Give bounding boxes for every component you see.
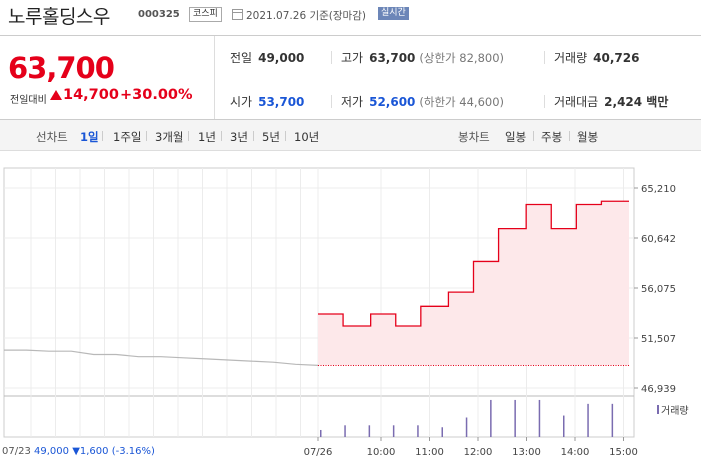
period-1y[interactable]: 1년 [198,130,216,144]
candle-daily[interactable]: 일봉 [505,130,527,144]
volume-bar [490,399,492,437]
prev-close-cell: 전일 49,000 [230,49,304,66]
change-amount: 14,700 [63,87,119,103]
volume-legend-label: 거래량 [661,405,689,417]
period-3m[interactable]: 3개월 [155,130,184,144]
volume-bar [344,425,346,437]
volume-bar [611,403,614,437]
as-of-date: 2021.07.26 기준(장마감) [246,10,366,22]
x-tick-label: 12:00 [464,447,493,458]
current-price: 63,700 [8,51,115,85]
divider [253,131,254,141]
quote-panel: 63,700 전일대비 14,700 +30.00% 전일 49,000 고가 63… [0,35,701,120]
divider [331,95,332,108]
change-label: 전일대비 [10,95,47,106]
low-label: 저가 [341,95,364,109]
x-tick-label: 11:00 [415,447,444,458]
divider [569,131,570,141]
volume-bar [320,429,322,437]
high-label: 고가 [341,51,364,65]
live-button[interactable]: 실시간 [378,7,409,20]
y-tick-label: 65,210 [641,184,676,195]
high-value: 63,700 [369,51,416,65]
hover-date: 07/23 [2,446,31,457]
x-tick-label: 07/26 [304,447,333,458]
volume-bar [368,425,371,437]
trade-value: 2,424 백만 [604,95,669,109]
volume-legend-swatch [657,405,659,414]
divider [285,131,286,141]
divider [102,131,103,141]
hover-pct: (-3.16%) [111,446,155,457]
y-tick-label: 46,939 [641,384,676,395]
calendar-icon [232,9,243,20]
change-percent: +30.00% [120,87,193,103]
stock-code: 000325 [138,9,180,20]
line-chart-label: 선차트 [36,130,68,144]
volume-bar [392,425,395,437]
plot-frame [3,167,635,438]
hover-close: 49,000 [34,446,70,457]
trade-value-cell: 거래대금 2,424 백만 [544,93,669,110]
high-cell: 고가 63,700 (상한가 82,800) [331,49,505,66]
candle-weekly[interactable]: 주봉 [541,130,563,144]
today-series [318,200,629,327]
volume-bar [514,399,516,437]
y-tick-label: 60,642 [641,234,676,245]
volume-value: 40,726 [593,51,640,65]
trade-value-label: 거래대금 [554,95,599,109]
x-tick-label: 14:00 [561,447,590,458]
divider [221,131,222,141]
low-cell: 저가 52,600 (하한가 44,600) [331,93,505,110]
prev-close-value: 49,000 [258,51,305,65]
volume-bar [538,399,541,437]
volume-bar [587,403,589,437]
volume-bar [417,425,419,437]
open-value: 53,700 [258,95,305,109]
period-5y[interactable]: 5년 [262,130,280,144]
open-label: 시가 [230,95,253,109]
divider [533,131,534,141]
low-value: 52,600 [369,95,416,109]
y-tick-label: 51,507 [641,334,676,345]
volume-bar [465,417,468,437]
open-cell: 시가 53,700 [230,93,304,110]
period-1w[interactable]: 1주일 [113,130,142,144]
market-badge: 코스피 [189,7,222,22]
divider [544,95,545,108]
y-tick-label: 56,075 [641,284,676,295]
volume-label: 거래량 [554,51,588,65]
divider [331,51,332,64]
prev-day-series [4,349,319,366]
candle-chart-label: 봉차트 [458,130,490,144]
period-10y[interactable]: 10년 [294,130,320,144]
divider [544,51,545,64]
volume-cell: 거래량 40,726 [544,49,640,66]
divider [188,131,189,141]
period-1d[interactable]: 1일 [80,130,99,144]
upper-limit: (상한가 82,800) [419,51,505,65]
volume-bar [563,415,565,437]
x-tick-label: 10:00 [367,447,396,458]
hover-change: ▼1,600 [72,446,109,457]
lower-limit: (하한가 44,600) [419,95,505,109]
candle-monthly[interactable]: 월봉 [577,130,599,144]
stock-header: 노루홀딩스우 000325 코스피 2021.07.26 기준(장마감) 실시간 [0,0,701,30]
divider [146,131,147,141]
up-arrow-icon [50,90,62,100]
chart-period-bar: 선차트 1일 1주일 3개월 1년 3년 5년 10년 봉차트 일봉 주봉 월봉 [0,120,701,151]
period-3y[interactable]: 3년 [230,130,248,144]
hover-info: 07/23 49,000 ▼1,600 (-3.16%) [2,446,155,457]
x-tick-label: 13:00 [512,447,541,458]
stock-name: 노루홀딩스우 [8,6,110,28]
divider [214,36,215,119]
volume-bar [441,427,443,437]
x-tick-label: 15:00 [609,447,638,458]
prev-close-label: 전일 [230,51,253,65]
